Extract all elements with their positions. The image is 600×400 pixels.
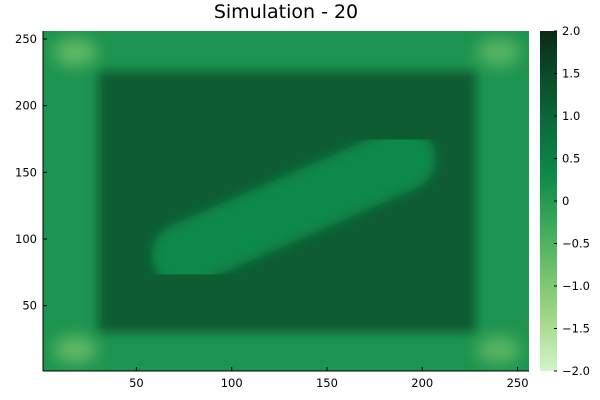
y-tick-label-150: 150	[15, 165, 37, 179]
colorbar: 2.0 1.5 1.0 0.5 0 −0.5 −1.0 −1.5 −2.0	[540, 24, 590, 378]
y-tick-label-250: 250	[15, 32, 37, 46]
heatmap-plot-area	[43, 31, 529, 371]
heatmap-corner-spot-3	[53, 335, 98, 364]
x-tick-label-150: 150	[316, 376, 338, 390]
heatmap-corner-spot-2	[476, 38, 521, 67]
colorbar-tick-label-4: 0	[562, 194, 569, 208]
heatmap-diagonal-bar	[152, 127, 436, 287]
colorbar-tick-label-8: −2.0	[562, 364, 590, 378]
colorbar-tick-label-1: 1.5	[562, 67, 580, 81]
heatmap-corner-spot-1	[53, 38, 98, 67]
y-tick-label-50: 50	[22, 299, 37, 313]
colorbar-tick-label-2: 1.0	[562, 109, 580, 123]
axes: 50 100 150 200 250 50 100 150 200 250	[15, 31, 529, 390]
y-tick-label-200: 200	[15, 99, 37, 113]
x-tick-label-100: 100	[221, 376, 243, 390]
x-tick-label-50: 50	[129, 376, 144, 390]
colorbar-tick-label-0: 2.0	[562, 24, 580, 38]
x-tick-label-200: 200	[411, 376, 433, 390]
chart-title: Simulation - 20	[213, 1, 359, 23]
x-tick-label-250: 250	[507, 376, 529, 390]
colorbar-tick-label-7: −1.5	[562, 322, 590, 336]
colorbar-tick-label-6: −1.0	[562, 279, 590, 293]
colorbar-tick-label-5: −0.5	[562, 237, 590, 251]
colorbar-gradient	[540, 31, 557, 371]
y-tick-label-100: 100	[15, 232, 37, 246]
colorbar-tick-label-3: 0.5	[562, 152, 580, 166]
heatmap-corner-spot-4	[476, 335, 521, 364]
